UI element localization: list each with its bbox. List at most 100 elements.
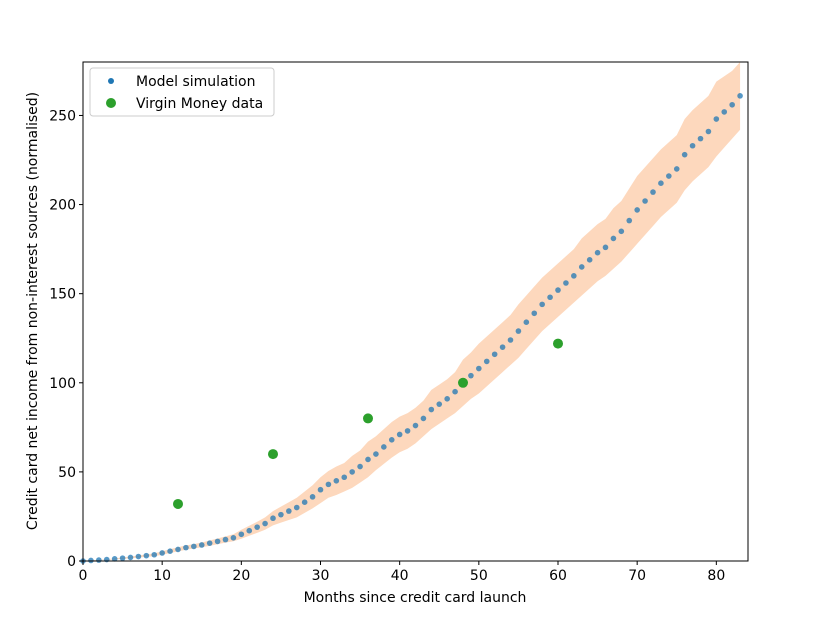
- model-simulation-point: [483, 358, 490, 365]
- model-simulation-point: [610, 235, 617, 242]
- legend: Model simulation Virgin Money data: [89, 67, 275, 117]
- virgin-money-data-points: [173, 338, 563, 509]
- legend-box: [89, 67, 275, 117]
- x-axis-label: Months since credit card launch: [304, 590, 527, 606]
- x-tick-label: 0: [79, 568, 88, 584]
- model-simulation-point: [507, 337, 514, 343]
- model-simulation-point: [468, 372, 474, 379]
- model-simulation-point: [737, 93, 743, 99]
- y-axis-label: Credit card net income from non-interest…: [25, 92, 41, 530]
- model-simulation-point: [666, 173, 672, 179]
- model-simulation-point: [111, 556, 118, 562]
- model-simulation-point: [278, 511, 284, 518]
- legend-label-model-simulation: Model simulation: [136, 74, 255, 90]
- model-simulation-point: [230, 535, 237, 541]
- y-tick-label: 150: [49, 287, 76, 303]
- model-simulation-point: [246, 527, 253, 534]
- model-simulation-point: [317, 486, 324, 493]
- model-simulation-point: [341, 474, 348, 481]
- model-simulation-point: [729, 101, 735, 108]
- model-simulation-point: [578, 264, 585, 270]
- model-simulation-point: [539, 301, 545, 308]
- model-simulation-point: [222, 536, 229, 543]
- x-tick-label: 30: [312, 568, 330, 584]
- model-simulation-point: [333, 478, 340, 484]
- model-simulation-point: [254, 524, 260, 530]
- model-simulation-point: [286, 508, 292, 514]
- model-simulation-point: [119, 555, 126, 561]
- model-simulation-point: [642, 198, 648, 204]
- x-tick-label: 60: [549, 568, 567, 584]
- model-simulation-point: [191, 543, 197, 550]
- model-simulation-point: [238, 531, 245, 538]
- model-simulation-point: [436, 401, 443, 407]
- model-simulation-point: [626, 217, 633, 224]
- model-simulation-point: [602, 244, 609, 251]
- model-simulation-point: [357, 463, 363, 470]
- model-simulation-point: [301, 499, 308, 505]
- model-simulation-point: [143, 552, 150, 559]
- model-simulation-point: [515, 328, 522, 334]
- model-simulation-point: [634, 207, 640, 213]
- model-simulation-point: [689, 142, 696, 149]
- model-simulation-point: [523, 319, 530, 325]
- model-simulation-point: [547, 294, 553, 301]
- model-simulation-point: [388, 437, 395, 443]
- model-simulation-point: [681, 151, 688, 158]
- model-simulation-point: [262, 520, 268, 527]
- model-simulation-point: [650, 189, 656, 195]
- model-simulation-point: [88, 557, 94, 564]
- virgin-money-data-point: [363, 413, 373, 424]
- y-tick-label: 0: [67, 554, 76, 570]
- model-simulation-point: [293, 504, 300, 511]
- model-simulation-point: [594, 249, 601, 256]
- virgin-money-data-point: [268, 449, 278, 460]
- x-tick-label: 50: [470, 568, 488, 584]
- legend-marker-model-simulation: [108, 78, 114, 84]
- model-simulation-points: [80, 93, 743, 564]
- x-tick-label: 10: [153, 568, 171, 584]
- model-simulation-point: [420, 415, 427, 422]
- model-simulation-point: [586, 257, 593, 263]
- model-simulation-point: [555, 287, 561, 293]
- model-simulation-point: [198, 542, 205, 548]
- plot-frame: [82, 61, 749, 562]
- model-simulation-point: [103, 556, 110, 563]
- model-simulation-point: [325, 481, 332, 488]
- virgin-money-data-point: [173, 498, 183, 509]
- x-tick-label: 40: [391, 568, 409, 584]
- model-simulation-point: [571, 273, 577, 279]
- model-simulation-point: [476, 365, 482, 372]
- model-simulation-point: [135, 553, 142, 560]
- model-simulation-point: [175, 546, 181, 553]
- model-simulation-point: [658, 180, 664, 186]
- y-tick-label: 250: [49, 108, 76, 124]
- model-simulation-point: [531, 310, 538, 317]
- model-simulation-point: [412, 422, 419, 429]
- model-simulation-point: [404, 428, 411, 434]
- legend-label-virgin-money-data: Virgin Money data: [136, 96, 263, 112]
- model-simulation-point: [713, 116, 720, 122]
- model-simulation-point: [452, 388, 458, 395]
- model-simulation-point: [127, 554, 134, 561]
- x-tick-label: 80: [707, 568, 725, 584]
- model-simulation-point: [705, 128, 712, 135]
- model-simulation-point: [499, 344, 506, 350]
- y-axis-ticks: 0 50 100 150 200 250: [49, 108, 83, 570]
- virgin-money-data-point: [458, 377, 468, 388]
- model-simulation-point: [721, 109, 728, 115]
- model-simulation-point: [618, 228, 625, 235]
- model-simulation-point: [563, 280, 569, 286]
- y-tick-label: 200: [49, 198, 76, 214]
- model-simulation-point: [491, 351, 498, 358]
- legend-marker-virgin-money-data: [106, 98, 116, 108]
- model-simulation-point: [214, 538, 221, 545]
- model-simulation-point: [428, 406, 435, 413]
- model-simulation-point: [309, 494, 316, 500]
- virgin-money-data-point: [553, 338, 563, 349]
- model-simulation-point: [167, 548, 173, 554]
- model-simulation-point: [365, 456, 371, 463]
- model-simulation-point: [673, 166, 680, 172]
- model-simulation-point: [96, 557, 102, 563]
